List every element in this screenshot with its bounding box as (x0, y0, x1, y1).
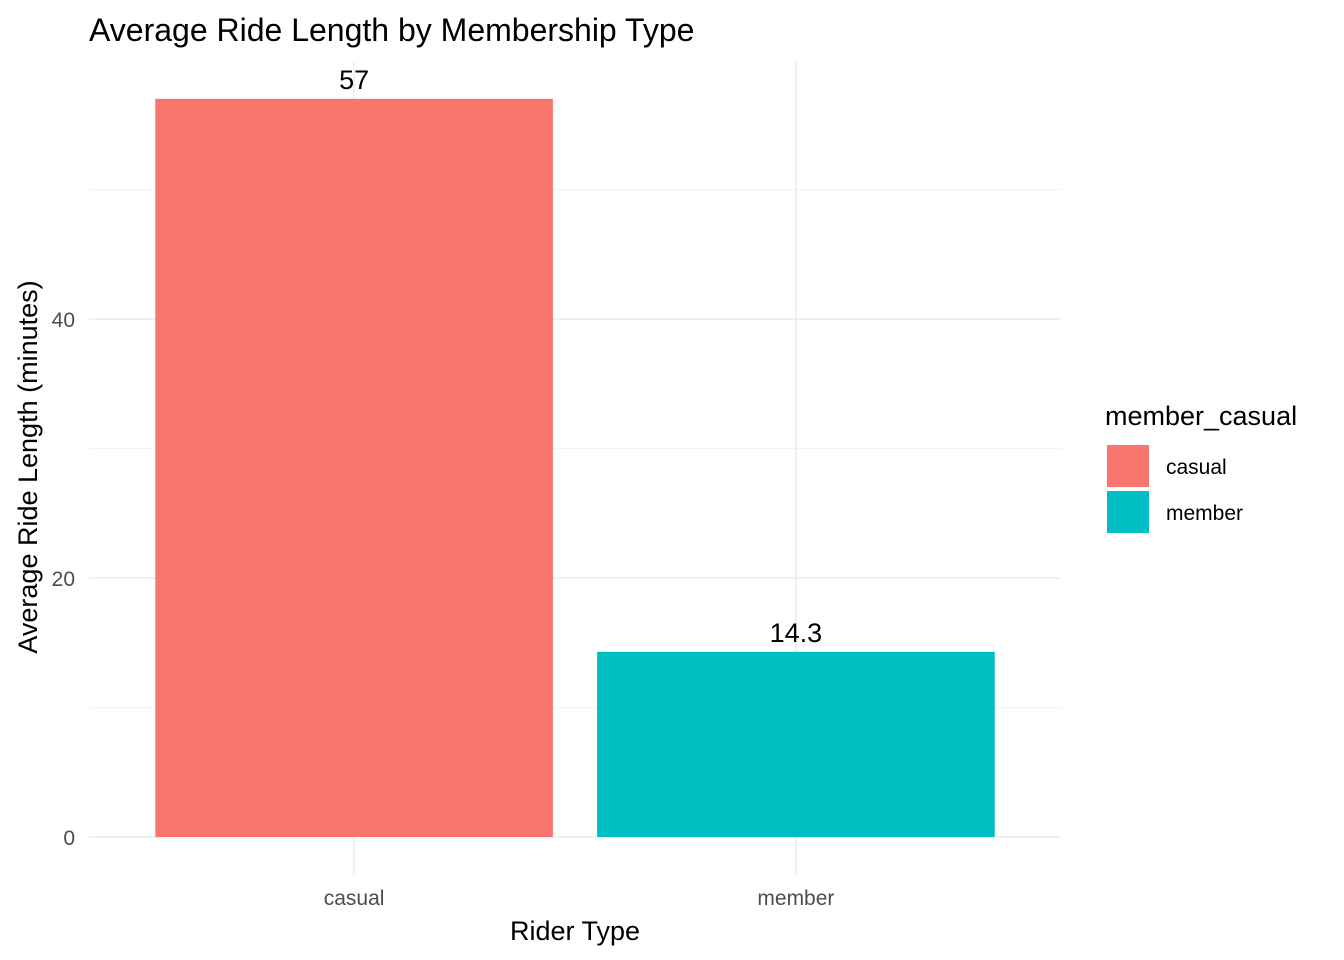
y-axis-title: Average Ride Length (minutes) (13, 280, 43, 653)
chart-title: Average Ride Length by Membership Type (89, 12, 694, 48)
x-axis-title: Rider Type (510, 916, 640, 946)
bar-member (597, 651, 995, 837)
bar-casual (155, 98, 553, 838)
legend-swatch-member (1107, 491, 1149, 533)
y-tick-label: 0 (63, 827, 75, 850)
legend: member_casual casual member (1105, 401, 1297, 533)
data-label-casual: 57 (339, 65, 369, 95)
x-tick-label-casual: casual (324, 887, 385, 910)
legend-label-member: member (1166, 502, 1243, 525)
legend-title: member_casual (1105, 401, 1297, 431)
plot-panel: 0 20 40 57 casual 14.3 member (52, 62, 1061, 910)
legend-label-casual: casual (1166, 456, 1227, 479)
data-label-member: 14.3 (770, 618, 823, 648)
x-tick-label-member: member (757, 887, 834, 910)
legend-swatch-casual (1107, 445, 1149, 487)
y-tick-label: 20 (52, 568, 75, 591)
y-tick-label: 40 (52, 309, 75, 332)
